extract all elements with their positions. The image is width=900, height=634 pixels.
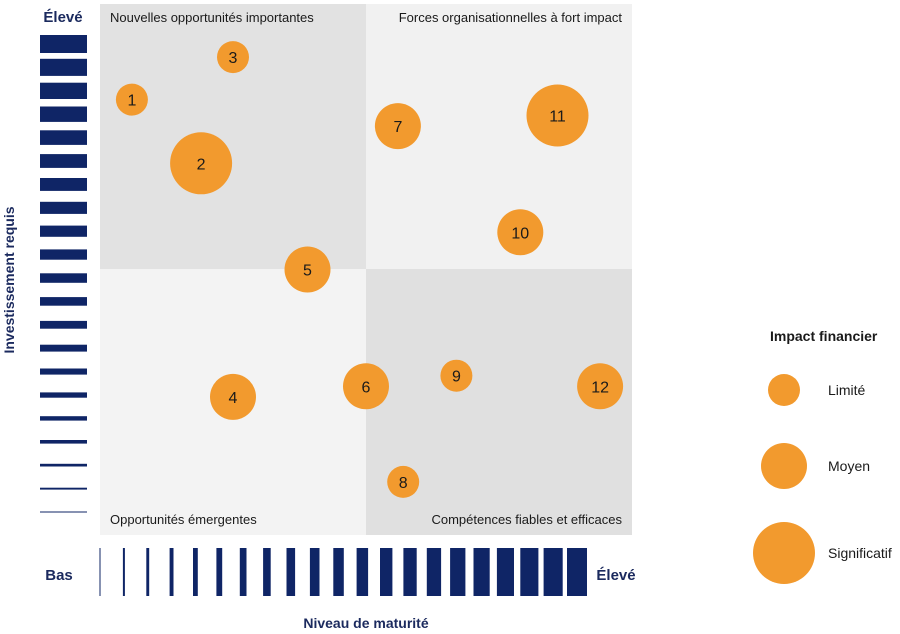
bubble-9 <box>440 359 473 392</box>
bubble-label-4: 4 <box>229 390 238 407</box>
bubble-3 <box>217 41 249 74</box>
y-axis-bar <box>40 297 87 306</box>
x-axis-bar <box>450 548 466 596</box>
x-axis-bar <box>520 548 539 596</box>
quadrant-label-top-right: Forces organisationnelles à fort impact <box>399 10 623 25</box>
y-axis-bar <box>40 58 87 76</box>
bubble-label-6: 6 <box>362 379 371 396</box>
x-axis-bar <box>426 548 442 596</box>
y-axis-bar <box>40 225 87 237</box>
y-axis-bar <box>40 320 87 329</box>
x-axis-bar <box>333 548 344 596</box>
y-axis-bar <box>40 487 87 490</box>
y-axis-bar <box>40 273 87 283</box>
y-axis-bar <box>40 344 87 352</box>
y-axis-bar <box>40 416 87 421</box>
x-axis-bar <box>496 548 514 596</box>
x-axis-bar <box>239 548 247 596</box>
legend-title: Impact financier <box>770 328 878 344</box>
y-axis-bar <box>40 82 87 99</box>
quadrant-label-top-left: Nouvelles opportunités importantes <box>110 10 314 25</box>
x-axis-high-label: Élevé <box>596 567 635 584</box>
x-axis-gradient-bars <box>99 548 587 596</box>
y-axis-bar <box>40 154 87 168</box>
x-axis-bar <box>263 548 271 596</box>
bubble-12 <box>577 363 624 410</box>
bubble-1 <box>115 83 148 116</box>
x-axis-bar <box>309 548 320 596</box>
bubble-7 <box>374 103 421 150</box>
x-axis-bar <box>99 548 101 596</box>
legend-label-3: Significatif <box>828 545 892 561</box>
legend: Impact financier Limité Moyen Significatif <box>753 328 892 584</box>
bubble-8 <box>387 465 420 498</box>
legend-label-1: Limité <box>828 382 866 398</box>
x-axis-bar <box>403 548 417 596</box>
bubble-6 <box>343 363 389 410</box>
y-axis-high-label: Élevé <box>43 9 82 26</box>
quadrant-label-bottom-right: Compétences fiables et efficaces <box>431 512 622 527</box>
quadrant-backgrounds <box>100 4 632 535</box>
y-axis-bar <box>40 201 87 214</box>
bubble-11 <box>526 84 589 147</box>
bubble-label-8: 8 <box>399 475 408 492</box>
x-axis-bar <box>286 548 296 596</box>
legend-label-2: Moyen <box>828 458 870 474</box>
x-axis-bar <box>193 548 198 596</box>
x-axis-bar <box>356 548 369 596</box>
y-axis-bar <box>40 511 87 513</box>
y-axis-bar <box>40 106 87 122</box>
x-axis-bar <box>169 548 174 596</box>
x-axis-low-label: Bas <box>45 567 73 584</box>
bubble-4 <box>210 373 256 420</box>
bubble-label-3: 3 <box>229 50 238 67</box>
legend-bubble-2 <box>761 443 807 489</box>
bubble-label-10: 10 <box>511 225 529 242</box>
bubble-label-11: 11 <box>549 109 566 126</box>
x-axis-title: Niveau de maturité <box>303 615 428 631</box>
y-axis-bar <box>40 368 87 375</box>
bubble-5 <box>284 246 331 293</box>
bubble-2 <box>170 132 233 195</box>
y-axis-bar <box>40 35 87 53</box>
x-axis-bar <box>473 548 490 596</box>
legend-bubble-1 <box>768 374 800 406</box>
bubble-label-5: 5 <box>303 263 312 280</box>
x-axis-bar <box>380 548 393 596</box>
y-axis-bar <box>40 249 87 260</box>
y-axis-bar <box>40 440 87 444</box>
y-axis-gradient-bars <box>40 35 87 513</box>
y-axis-bar <box>40 463 87 467</box>
bubble-label-2: 2 <box>197 156 206 173</box>
y-axis-bar <box>40 178 87 191</box>
x-axis-bar <box>122 548 125 596</box>
x-axis-bar <box>543 548 563 596</box>
x-axis-bar <box>146 548 150 596</box>
y-axis-bar <box>40 392 87 398</box>
y-axis-bar <box>40 130 87 145</box>
x-axis-bar <box>567 548 587 596</box>
y-axis-title: Investissement requis <box>1 206 17 353</box>
bubble-label-1: 1 <box>127 93 136 110</box>
x-axis-bar <box>216 548 223 596</box>
quadrant-label-bottom-left: Opportunités émergentes <box>110 512 257 527</box>
bubble-label-7: 7 <box>393 119 402 136</box>
legend-bubble-3 <box>753 522 815 584</box>
bubble-label-9: 9 <box>452 369 461 386</box>
bubble-10 <box>497 209 544 256</box>
bubble-label-12: 12 <box>591 379 609 396</box>
